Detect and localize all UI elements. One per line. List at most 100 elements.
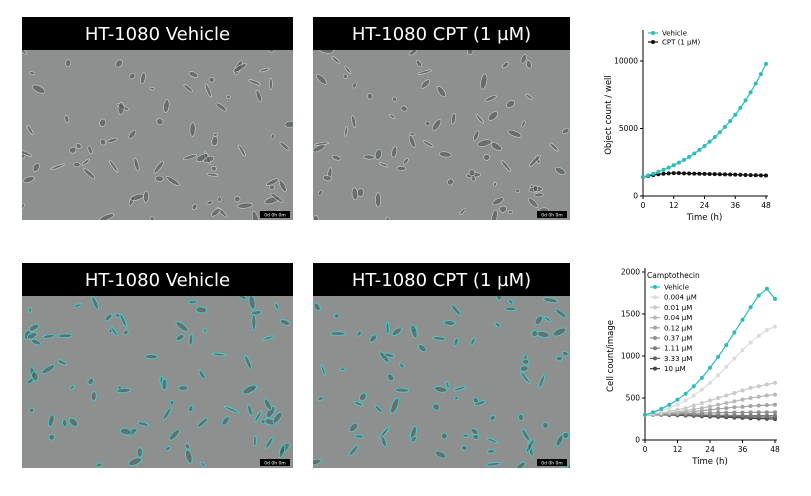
legend-label: 1.11 µM — [664, 345, 692, 353]
cell — [187, 299, 198, 305]
cell — [211, 352, 227, 357]
cell — [106, 137, 118, 143]
data-point — [716, 410, 721, 415]
data-point — [661, 167, 666, 172]
cell — [515, 461, 526, 468]
cell — [221, 416, 230, 426]
cell — [28, 307, 32, 314]
data-point — [699, 406, 704, 411]
data-point — [723, 172, 727, 177]
cell — [542, 421, 549, 429]
data-point — [756, 384, 761, 389]
cell — [484, 95, 497, 102]
cell — [69, 384, 75, 390]
data-point — [682, 171, 686, 176]
data-point — [764, 173, 768, 178]
data-point — [756, 293, 761, 298]
cell — [274, 302, 280, 310]
data-point — [716, 406, 721, 411]
legend-label: 0.04 µM — [664, 314, 692, 322]
cell — [567, 463, 570, 468]
data-point — [724, 364, 729, 369]
cell — [378, 162, 389, 168]
cell — [48, 433, 56, 441]
cell — [90, 391, 97, 402]
cell — [383, 352, 395, 358]
cell — [91, 296, 99, 311]
y-tick-label: 0 — [635, 436, 640, 445]
legend-swatch — [651, 31, 655, 35]
panel-title: HT-1080 Vehicle — [85, 270, 230, 291]
cell — [29, 71, 35, 75]
title-bar — [22, 263, 293, 296]
cell — [318, 190, 323, 196]
timestamp: 0d 0h 0m — [541, 461, 563, 467]
cell — [543, 315, 552, 323]
cell — [210, 166, 217, 172]
cell — [313, 458, 322, 466]
data-point — [738, 105, 743, 110]
cell — [136, 421, 150, 427]
cell — [319, 50, 334, 54]
cell — [447, 178, 454, 186]
cell — [198, 369, 206, 380]
data-point — [748, 403, 753, 408]
cell — [87, 377, 95, 386]
cells — [22, 50, 293, 220]
data-point — [716, 373, 721, 378]
data-point — [717, 130, 722, 135]
cell — [262, 335, 275, 341]
cell — [279, 141, 290, 151]
data-point — [717, 172, 722, 177]
cell — [242, 384, 258, 395]
image-panel: HT-1080 CPT (1 µM) 0d 0h 0m — [313, 17, 570, 220]
cell — [507, 210, 514, 215]
data-point — [708, 380, 712, 385]
cell — [378, 426, 390, 440]
x-tick-label: 24 — [705, 445, 715, 454]
data-point — [723, 124, 727, 129]
legend-swatch — [653, 305, 657, 310]
cell — [531, 329, 539, 338]
x-tick-label: 24 — [700, 201, 710, 210]
cell — [184, 443, 191, 450]
cell — [342, 73, 348, 79]
timestamp: 0d 0h 0m — [541, 213, 563, 219]
cell — [266, 178, 279, 186]
cell — [177, 385, 189, 391]
cell — [415, 59, 422, 68]
cells — [23, 296, 291, 468]
data-point — [740, 410, 745, 415]
legend-label: 0.12 µM — [664, 324, 692, 332]
cell — [253, 434, 257, 448]
cell — [453, 337, 459, 347]
cell — [284, 121, 293, 128]
cell — [507, 299, 514, 305]
data-point — [687, 171, 692, 176]
legend-label: Vehicle — [664, 284, 689, 292]
cell — [322, 175, 332, 182]
cell — [344, 126, 348, 137]
data-point — [753, 81, 758, 86]
x-tick-label: 36 — [730, 201, 740, 210]
data-point — [656, 169, 661, 174]
data-point — [683, 391, 688, 396]
cell — [521, 120, 526, 128]
data-point — [683, 406, 688, 411]
cell — [344, 66, 352, 74]
cell — [253, 410, 262, 423]
data-point — [659, 406, 664, 411]
cell — [528, 154, 541, 168]
cell — [143, 190, 149, 203]
cell — [492, 197, 504, 206]
data-point — [732, 390, 737, 395]
cell — [260, 418, 266, 425]
cell — [259, 68, 270, 73]
cell — [251, 210, 260, 220]
cell — [507, 129, 522, 138]
data-point — [671, 163, 676, 168]
x-axis-title: Time (h) — [686, 213, 723, 223]
cell — [534, 315, 544, 326]
data-point — [732, 356, 737, 361]
cell — [129, 72, 136, 80]
